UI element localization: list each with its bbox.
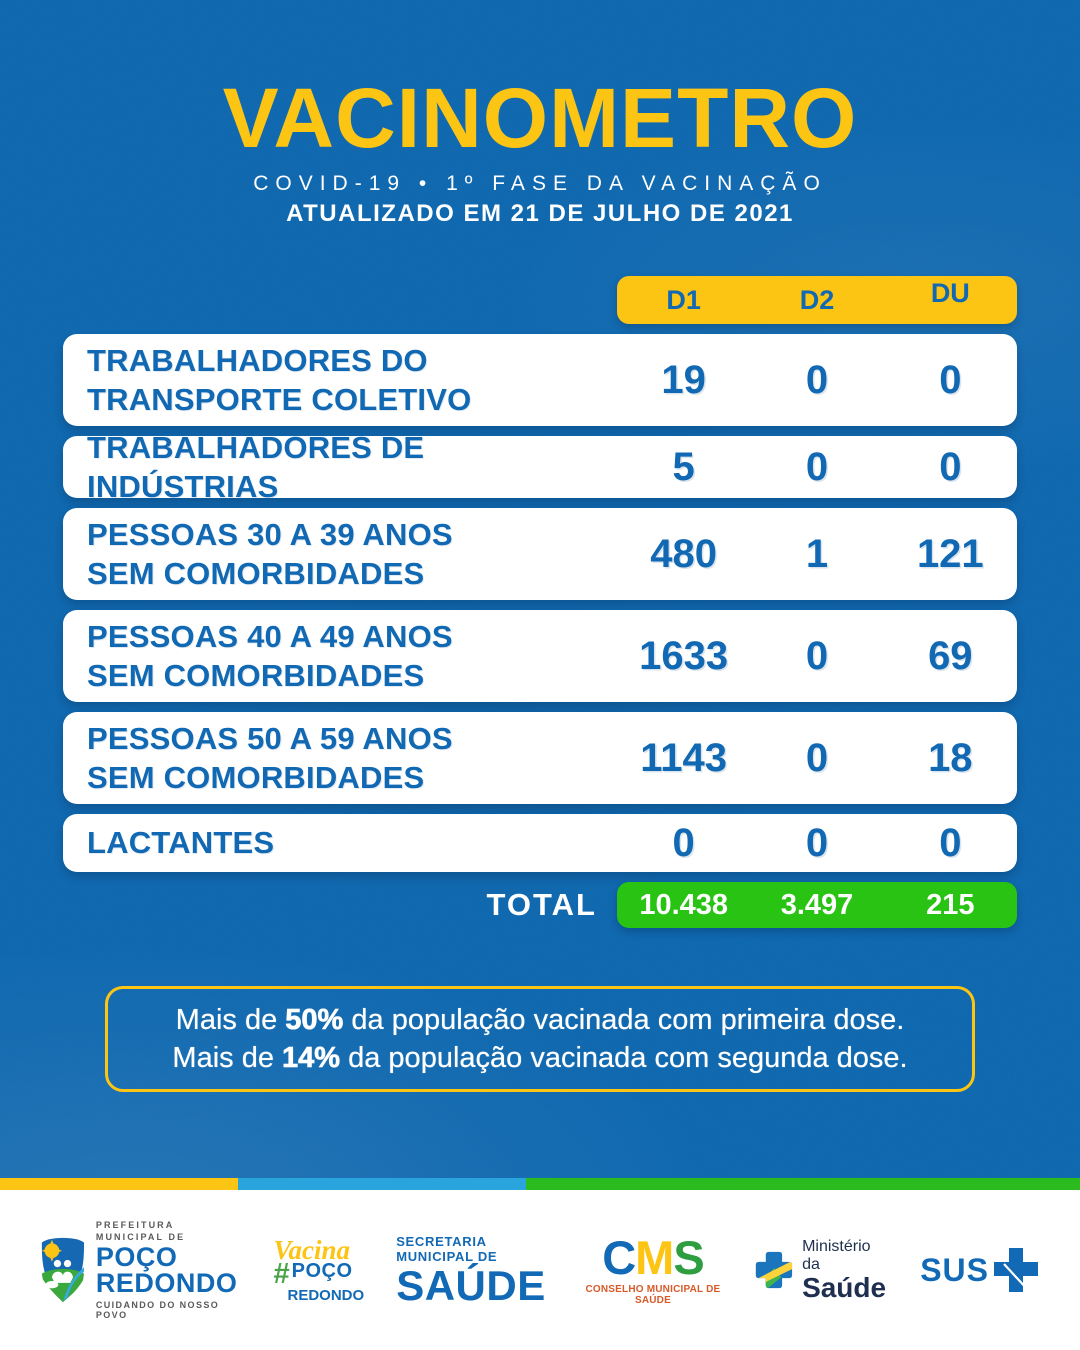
total-label: TOTAL — [486, 887, 597, 922]
cell-d2: 0 — [805, 444, 829, 489]
vacina-poco-text: POÇO — [291, 1260, 353, 1283]
row-label: PESSOAS 30 A 39 ANOS SEM COMORBIDADES — [87, 516, 453, 591]
sus-cross-icon — [994, 1248, 1038, 1292]
cms-letter-m: M — [635, 1231, 674, 1284]
column-d2: D2 — [799, 284, 835, 315]
cell-d2: 0 — [805, 820, 829, 865]
cell-d1: 19 — [661, 357, 706, 402]
cell-du: 0 — [939, 357, 962, 402]
total-d2: 3.497 — [780, 888, 854, 921]
row-values: 1633 0 69 — [617, 634, 1017, 679]
cell-d1: 1143 — [640, 735, 728, 780]
row-values: 5 0 0 — [617, 445, 1017, 490]
row-label: TRABALHADORES DE INDÚSTRIAS — [87, 429, 425, 504]
cell-du: 69 — [928, 633, 973, 678]
cms-letters: CMS — [584, 1234, 722, 1281]
table-row: PESSOAS 40 A 49 ANOS SEM COMORBIDADES 16… — [63, 610, 1017, 702]
secretaria-big-text: SAÚDE — [396, 1261, 546, 1309]
cms-letter-c: C — [602, 1231, 636, 1284]
cell-d1: 1633 — [639, 633, 729, 678]
total-values: 10.438 3.497 215 — [617, 882, 1017, 928]
row-label: LACTANTES — [87, 825, 275, 861]
coverage-line-2: Mais de 14% da população vacinada com se… — [172, 1041, 908, 1075]
total-du: 215 — [926, 888, 975, 921]
column-du: DU — [930, 277, 970, 308]
ministerio-saude-logo: Ministério da Saúde — [754, 1238, 888, 1302]
coverage-text: Mais de — [175, 1003, 286, 1036]
prefeitura-small-1: PREFEITURA — [95, 1220, 175, 1231]
updated-date: ATUALIZADO EM 21 DE JULHO DE 2021 — [286, 200, 794, 227]
city-shield-icon — [41, 1237, 85, 1303]
cell-d2: 0 — [805, 735, 829, 780]
table-row: TRABALHADORES DO TRANSPORTE COLETIVO 19 … — [63, 334, 1017, 426]
coverage-line-1: Mais de 50% da população vacinada com pr… — [175, 1003, 905, 1037]
cell-d1: 0 — [672, 820, 695, 865]
secretaria-saude-logo: SECRETARIA MUNICIPAL DE SAÚDE — [396, 1234, 552, 1307]
prefeitura-name-2: REDONDO — [95, 1268, 238, 1299]
cell-du: 18 — [928, 735, 973, 780]
cell-d1: 5 — [672, 444, 695, 489]
ministerio-text: Ministério da Saúde — [802, 1238, 888, 1302]
table-row: TRABALHADORES DE INDÚSTRIAS 5 0 0 — [63, 430, 1017, 504]
cms-letter-s: S — [673, 1231, 704, 1284]
health-cross-icon — [755, 1251, 793, 1289]
row-values: 0 0 0 — [617, 821, 1017, 866]
coverage-text: da população vacinada com primeira dose. — [343, 1003, 905, 1036]
vacina-redondo-text: REDONDO — [287, 1286, 365, 1304]
cell-du: 0 — [939, 444, 962, 489]
table-column-header: D1 D2 DU — [617, 276, 1017, 324]
prefeitura-tagline: CUIDANDO DO NOSSO POVO — [95, 1299, 220, 1320]
row-label: PESSOAS 50 A 59 ANOS SEM COMORBIDADES — [87, 720, 453, 795]
stripe-yellow — [0, 1178, 238, 1190]
table-row: LACTANTES 0 0 0 — [63, 814, 1017, 872]
sus-text: SUS — [920, 1251, 989, 1288]
table-row: PESSOAS 30 A 39 ANOS SEM COMORBIDADES 48… — [63, 508, 1017, 600]
cell-d2: 1 — [805, 531, 829, 576]
column-d1: D1 — [666, 284, 701, 315]
total-d1: 10.438 — [639, 888, 729, 921]
coverage-text: da população vacinada com segunda dose. — [340, 1041, 908, 1074]
page-title: VACINOMETRO — [222, 71, 858, 165]
secretaria-small-text: SECRETARIA MUNICIPAL DE — [396, 1233, 498, 1264]
cell-du: 0 — [939, 820, 962, 865]
coverage-percent: 14% — [282, 1041, 341, 1074]
subtitle: COVID-19 • 1º FASE DA VACINAÇÃO — [253, 172, 827, 195]
hashtag-icon: # — [273, 1258, 290, 1291]
row-label: PESSOAS 40 A 49 ANOS SEM COMORBIDADES — [87, 618, 453, 693]
footer-logos: PREFEITURA MUNICIPAL DE POÇO REDONDO CUI… — [0, 1190, 1080, 1350]
stripe-light-blue — [238, 1178, 526, 1190]
vacina-hash-row: # POÇO — [273, 1258, 365, 1291]
sus-logo: SUS — [920, 1246, 1040, 1294]
cms-logo: CMS CONSELHO MUNICIPAL DE SAÚDE — [584, 1234, 722, 1306]
row-values: 1143 0 18 — [617, 736, 1017, 781]
row-label: TRABALHADORES DO TRANSPORTE COLETIVO — [87, 342, 472, 417]
prefeitura-text: PREFEITURA MUNICIPAL DE POÇO REDONDO CUI… — [96, 1220, 242, 1319]
tricolor-stripe — [0, 1178, 1080, 1190]
vacina-poco-redondo-logo: Vacina # POÇO REDONDO — [273, 1237, 365, 1304]
prefeitura-name-1: POÇO — [95, 1241, 178, 1272]
vaccination-table: D1 D2 DU TRABALHADORES DO TRANSPORTE COL… — [63, 276, 1017, 928]
row-values: 19 0 0 — [617, 358, 1017, 403]
row-values: 480 1 121 — [617, 532, 1017, 577]
cell-d2: 0 — [805, 633, 829, 678]
ministerio-small-text: Ministério da — [802, 1238, 871, 1273]
coverage-text: Mais de — [172, 1041, 283, 1074]
ministerio-big-text: Saúde — [802, 1272, 887, 1303]
total-row: TOTAL 10.438 3.497 215 — [63, 882, 1017, 928]
cell-du: 121 — [916, 531, 984, 576]
cell-d1: 480 — [650, 531, 718, 576]
stripe-green — [526, 1178, 1080, 1190]
cell-d2: 0 — [805, 357, 829, 402]
cms-subtitle: CONSELHO MUNICIPAL DE SAÚDE — [585, 1284, 721, 1306]
coverage-info-box: Mais de 50% da população vacinada com pr… — [105, 986, 975, 1092]
header: VACINOMETRO COVID-19 • 1º FASE DA VACINA… — [0, 76, 1080, 228]
prefeitura-logo: PREFEITURA MUNICIPAL DE POÇO REDONDO CUI… — [40, 1220, 242, 1320]
coverage-percent: 50% — [285, 1003, 344, 1036]
table-row: PESSOAS 50 A 59 ANOS SEM COMORBIDADES 11… — [63, 712, 1017, 804]
